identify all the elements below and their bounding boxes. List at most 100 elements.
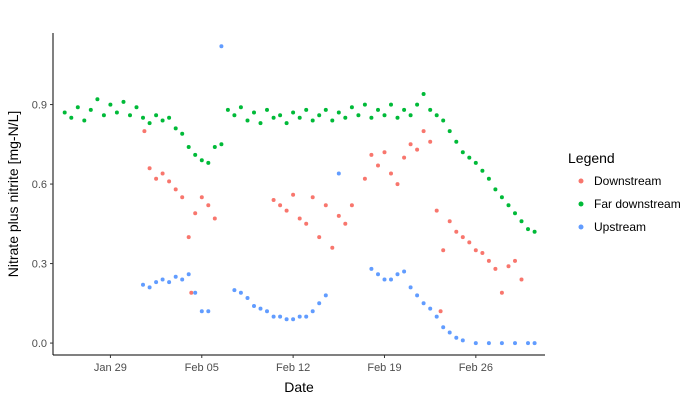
far-downstream-point: [219, 142, 224, 147]
upstream-point: [421, 301, 426, 306]
upstream-point: [154, 280, 159, 285]
downstream-point: [480, 251, 485, 255]
upstream-point: [447, 330, 452, 335]
upstream-point: [297, 314, 302, 319]
downstream-point: [493, 266, 498, 271]
downstream-point: [343, 221, 348, 226]
upstream-point: [206, 309, 211, 314]
downstream-point: [349, 203, 354, 208]
upstream-point: [460, 338, 465, 343]
far-downstream-point: [245, 118, 250, 123]
legend-key-far-downstream: [578, 201, 584, 207]
far-downstream-point: [349, 105, 354, 110]
far-downstream-point: [114, 110, 119, 115]
far-downstream-point: [408, 113, 413, 118]
far-downstream-point: [402, 107, 407, 112]
far-downstream-point: [121, 99, 126, 104]
far-downstream-point: [297, 115, 302, 120]
far-downstream-point: [434, 113, 439, 118]
far-downstream-point: [199, 158, 204, 163]
far-downstream-point: [128, 113, 132, 118]
upstream-point: [532, 341, 537, 346]
far-downstream-point: [252, 110, 256, 115]
downstream-point: [189, 290, 194, 295]
upstream-point: [265, 309, 269, 314]
far-downstream-point: [88, 107, 93, 112]
far-downstream-point: [493, 187, 498, 192]
upstream-point: [180, 277, 185, 282]
downstream-point: [369, 152, 374, 157]
upstream-point: [232, 288, 237, 293]
downstream-point: [147, 166, 152, 171]
far-downstream-point: [180, 131, 185, 136]
downstream-point: [160, 171, 165, 176]
far-downstream-point: [167, 115, 172, 120]
upstream-point: [336, 171, 341, 176]
downstream-point: [212, 216, 217, 221]
upstream-point: [454, 335, 459, 340]
far-downstream-point: [206, 160, 211, 165]
far-downstream-point: [336, 110, 341, 115]
far-downstream-point: [212, 145, 217, 149]
legend-key-downstream: [578, 178, 584, 184]
far-downstream-point: [513, 211, 517, 216]
upstream-point: [376, 272, 380, 277]
far-downstream-point: [323, 107, 328, 112]
downstream-point: [278, 203, 283, 208]
far-downstream-point: [369, 115, 374, 120]
upstream-point: [408, 285, 413, 290]
far-downstream-point: [317, 113, 322, 118]
far-downstream-point: [454, 139, 459, 144]
downstream-point: [382, 150, 387, 155]
upstream-point: [428, 306, 433, 311]
downstream-point: [291, 192, 296, 197]
far-downstream-point: [460, 150, 465, 155]
upstream-point: [395, 272, 400, 277]
far-downstream-point: [232, 113, 237, 118]
downstream-point: [330, 245, 335, 250]
legend-key-upstream: [578, 224, 584, 230]
downstream-point: [447, 219, 452, 224]
upstream-point: [382, 277, 387, 282]
upstream-point: [317, 301, 322, 306]
upstream-point: [513, 341, 517, 346]
downstream-point: [454, 229, 459, 234]
x-tick-label: Feb 12: [276, 362, 310, 374]
upstream-point: [147, 285, 152, 290]
upstream-point: [389, 277, 393, 282]
downstream-point: [206, 203, 211, 208]
downstream-point: [284, 208, 289, 213]
legend-title: Legend: [568, 150, 615, 166]
downstream-point: [297, 216, 302, 221]
y-axis-title: Nitrate plus nitrite [mg-N/L]: [5, 111, 21, 278]
far-downstream-point: [467, 155, 472, 160]
downstream-point: [389, 171, 393, 176]
far-downstream-point: [186, 145, 191, 149]
downstream-point: [173, 187, 178, 192]
far-downstream-point: [395, 115, 400, 120]
far-downstream-point: [376, 107, 380, 112]
far-downstream-point: [382, 113, 387, 118]
far-downstream-point: [310, 118, 315, 123]
far-downstream-point: [330, 118, 335, 123]
downstream-point: [506, 264, 511, 269]
far-downstream-point: [389, 102, 393, 107]
far-downstream-point: [258, 121, 263, 126]
far-downstream-point: [356, 113, 361, 118]
far-downstream-point: [473, 160, 478, 165]
upstream-point: [310, 309, 315, 314]
far-downstream-point: [506, 203, 511, 208]
upstream-point: [141, 282, 145, 287]
upstream-point: [186, 272, 191, 277]
far-downstream-point: [134, 105, 139, 110]
far-downstream-point: [480, 168, 485, 173]
far-downstream-point: [69, 115, 74, 120]
far-downstream-point: [278, 113, 283, 118]
downstream-point: [376, 163, 380, 168]
downstream-point: [317, 235, 322, 240]
y-tick-label: 0.6: [32, 179, 47, 191]
far-downstream-point: [532, 229, 537, 234]
downstream-point: [154, 176, 159, 181]
far-downstream-point: [193, 152, 198, 157]
far-downstream-point: [108, 102, 113, 107]
